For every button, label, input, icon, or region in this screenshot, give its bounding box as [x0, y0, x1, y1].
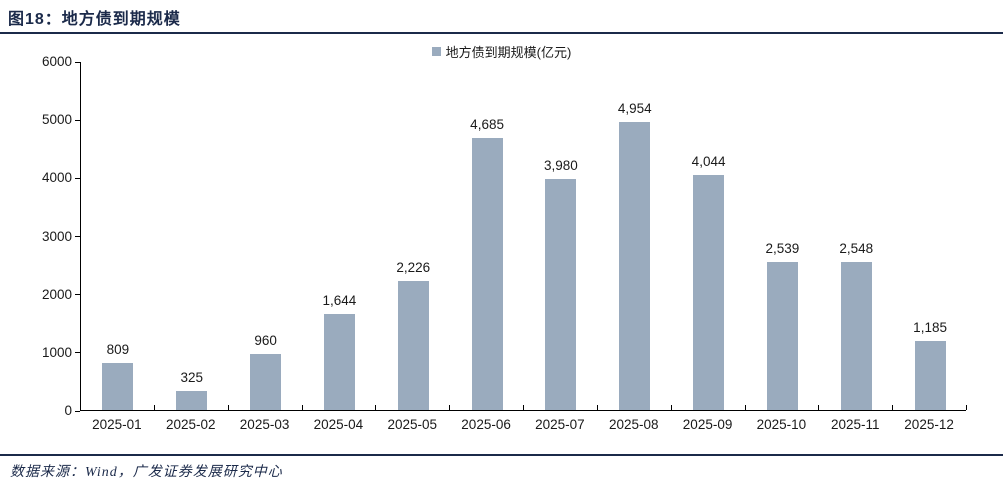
y-axis-tick-label: 1000 — [41, 344, 72, 360]
bar-2025-05 — [397, 280, 429, 410]
x-axis-tick-label: 2025-05 — [387, 417, 438, 432]
x-axis-tick — [596, 405, 598, 410]
bar-value-label: 4,954 — [617, 100, 652, 116]
y-axis-tick — [75, 410, 80, 412]
bar-value-label: 960 — [254, 333, 277, 349]
x-axis-labels: 2025-01 2025-02 2025-03 2025-04 2025-05 2025-… — [80, 417, 966, 437]
data-source: 数据来源：Wind，广发证券发展研究中心 — [10, 465, 283, 480]
bar-2025-08 — [619, 121, 651, 410]
bar-2025-11 — [840, 261, 872, 410]
bar-2025-01 — [102, 362, 134, 410]
y-axis-tick-label: 5000 — [41, 112, 72, 128]
x-axis-tick — [449, 405, 451, 410]
bar-2025-03 — [250, 354, 282, 410]
y-axis-tick — [75, 177, 80, 179]
x-axis-tick-label: 2025-11 — [830, 417, 880, 432]
x-axis-tick — [966, 405, 967, 410]
bar-value-label: 2,548 — [839, 240, 874, 256]
x-axis-tick-label: 2025-06 — [461, 417, 511, 432]
x-axis-tick-label: 2025-04 — [313, 417, 364, 432]
bar-value-label: 1,185 — [913, 320, 947, 336]
y-axis-tick-label: 3000 — [41, 228, 72, 244]
x-axis-tick-label: 2025-02 — [165, 417, 216, 432]
x-axis-tick — [375, 405, 377, 410]
bar-value-label: 2,226 — [396, 259, 431, 275]
y-axis-labels: 0 1000 2000 3000 4000 5000 6000 — [0, 54, 72, 418]
x-axis-tick-label: 2025-01 — [92, 417, 142, 432]
x-axis-tick-label: 2025-09 — [682, 417, 733, 432]
bar-value-label: 809 — [106, 341, 130, 357]
y-axis-tick-label: 2000 — [41, 286, 72, 302]
bar-2025-10 — [766, 262, 798, 410]
x-axis-tick-label: 2025-12 — [904, 417, 954, 432]
footer-divider — [0, 454, 1003, 456]
plot-area: 809 325 960 1,644 2,226 4,685 3,980 4,954 4,044 2… — [75, 61, 967, 412]
bar-value-label: 1,644 — [322, 293, 357, 309]
y-axis-tick-label: 6000 — [41, 54, 72, 69]
title-divider — [0, 32, 1003, 34]
x-axis-tick — [744, 405, 746, 410]
x-axis-tick — [153, 405, 155, 410]
bar-2025-04 — [323, 314, 355, 410]
x-axis-tick-label: 2025-08 — [608, 417, 659, 432]
y-axis-tick — [75, 236, 80, 237]
x-axis-tick-label: 2025-07 — [535, 417, 585, 432]
figure-title: 图18：地方债到期规模 — [8, 11, 181, 28]
x-axis-tick — [301, 405, 303, 410]
y-axis-tick — [75, 294, 80, 296]
bar-value-label: 4,685 — [470, 116, 504, 132]
x-axis-tick-label: 2025-03 — [239, 417, 290, 432]
bar-value-label: 325 — [180, 370, 204, 386]
y-axis-tick — [75, 352, 80, 354]
x-axis-tick — [818, 405, 820, 410]
y-axis-tick-label: 4000 — [41, 170, 72, 186]
x-axis-tick — [227, 405, 229, 410]
legend-label: 地方债到期规模(亿元) — [445, 45, 572, 60]
bar-2025-09 — [693, 174, 725, 410]
chart-legend: 地方债到期规模(亿元) — [0, 42, 1003, 61]
bar-value-label: 3,980 — [544, 157, 578, 173]
bar-2025-12 — [914, 341, 946, 410]
x-axis-tick-label: 2025-10 — [756, 417, 807, 432]
x-axis-tick — [523, 405, 524, 410]
bar-value-label: 4,044 — [691, 153, 726, 169]
y-axis-tick — [75, 61, 80, 63]
y-axis-tick-label: 0 — [64, 403, 72, 418]
bar-2025-02 — [176, 391, 208, 410]
x-axis-tick — [892, 405, 894, 410]
x-axis-tick — [670, 405, 672, 410]
bar-value-label: 2,539 — [765, 241, 800, 257]
bar-2025-06 — [471, 137, 503, 410]
bar-2025-07 — [545, 178, 577, 410]
y-axis-tick — [75, 119, 80, 121]
legend-swatch-icon — [431, 47, 441, 56]
